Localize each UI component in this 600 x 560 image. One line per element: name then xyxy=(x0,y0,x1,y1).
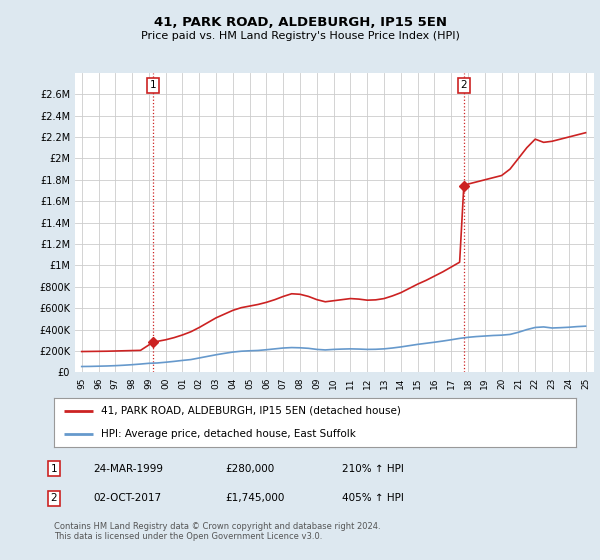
Text: £280,000: £280,000 xyxy=(225,464,274,474)
Text: 02-OCT-2017: 02-OCT-2017 xyxy=(93,493,161,503)
Text: 24-MAR-1999: 24-MAR-1999 xyxy=(93,464,163,474)
Text: 1: 1 xyxy=(50,464,58,474)
Text: 2: 2 xyxy=(461,80,467,90)
Text: £1,745,000: £1,745,000 xyxy=(225,493,284,503)
Text: Price paid vs. HM Land Registry's House Price Index (HPI): Price paid vs. HM Land Registry's House … xyxy=(140,31,460,41)
Text: 405% ↑ HPI: 405% ↑ HPI xyxy=(342,493,404,503)
Text: 1: 1 xyxy=(149,80,156,90)
Text: 41, PARK ROAD, ALDEBURGH, IP15 5EN (detached house): 41, PARK ROAD, ALDEBURGH, IP15 5EN (deta… xyxy=(101,406,401,416)
Text: 210% ↑ HPI: 210% ↑ HPI xyxy=(342,464,404,474)
Text: Contains HM Land Registry data © Crown copyright and database right 2024.
This d: Contains HM Land Registry data © Crown c… xyxy=(54,522,380,542)
Text: 2: 2 xyxy=(50,493,58,503)
Text: HPI: Average price, detached house, East Suffolk: HPI: Average price, detached house, East… xyxy=(101,428,356,438)
Text: 41, PARK ROAD, ALDEBURGH, IP15 5EN: 41, PARK ROAD, ALDEBURGH, IP15 5EN xyxy=(154,16,446,29)
